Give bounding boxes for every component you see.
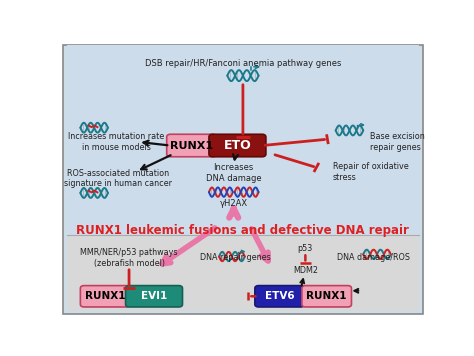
- FancyBboxPatch shape: [302, 286, 352, 307]
- Text: ETV6: ETV6: [265, 291, 294, 301]
- Text: Base excision
repair genes: Base excision repair genes: [370, 132, 424, 152]
- FancyBboxPatch shape: [167, 134, 216, 157]
- FancyBboxPatch shape: [126, 286, 182, 307]
- Text: DNA repair genes: DNA repair genes: [200, 253, 271, 262]
- FancyBboxPatch shape: [63, 46, 423, 314]
- Text: Repair of oxidative
stress: Repair of oxidative stress: [333, 162, 409, 182]
- Bar: [66, 46, 419, 235]
- Text: RUNX1: RUNX1: [85, 291, 126, 301]
- Text: RUNX1: RUNX1: [170, 141, 213, 151]
- Text: MDM2: MDM2: [293, 266, 318, 275]
- Text: RUNX1: RUNX1: [306, 291, 347, 301]
- Text: γH2AX: γH2AX: [219, 199, 248, 208]
- Text: Increases mutation rate
in mouse models: Increases mutation rate in mouse models: [68, 132, 164, 152]
- Text: RUNX1 leukemic fusions and defective DNA repair: RUNX1 leukemic fusions and defective DNA…: [76, 224, 410, 237]
- Text: MMR/NER/p53 pathways
(zebrafish model): MMR/NER/p53 pathways (zebrafish model): [80, 248, 178, 268]
- Text: DSB repair/HR/Fanconi anemia pathway genes: DSB repair/HR/Fanconi anemia pathway gen…: [145, 59, 341, 68]
- Text: ROS-associated mutation
signature in human cancer: ROS-associated mutation signature in hum…: [64, 169, 172, 188]
- Text: p53: p53: [298, 244, 313, 253]
- Text: ETO: ETO: [224, 139, 251, 152]
- Text: Increases
DNA damage: Increases DNA damage: [206, 163, 262, 183]
- FancyBboxPatch shape: [81, 286, 130, 307]
- Text: EVI1: EVI1: [141, 291, 167, 301]
- FancyBboxPatch shape: [255, 286, 304, 307]
- Text: DNA damage/ROS: DNA damage/ROS: [337, 253, 410, 262]
- FancyBboxPatch shape: [209, 134, 266, 157]
- Bar: [66, 235, 419, 312]
